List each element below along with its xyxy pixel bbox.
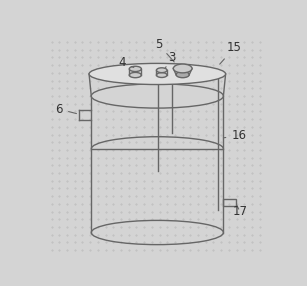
Text: 17: 17 [232, 205, 247, 218]
Text: 6: 6 [56, 103, 76, 116]
Ellipse shape [89, 63, 226, 85]
Text: 3: 3 [165, 51, 175, 68]
Ellipse shape [129, 66, 141, 72]
Text: 16: 16 [223, 129, 246, 142]
Bar [223, 199, 235, 206]
Text: 5: 5 [155, 38, 174, 62]
Ellipse shape [173, 64, 192, 73]
Text: 15: 15 [220, 41, 242, 64]
Ellipse shape [91, 84, 223, 108]
Ellipse shape [129, 72, 141, 78]
Ellipse shape [176, 72, 189, 78]
Ellipse shape [157, 68, 167, 73]
Text: 4: 4 [119, 56, 134, 69]
Ellipse shape [157, 73, 167, 78]
